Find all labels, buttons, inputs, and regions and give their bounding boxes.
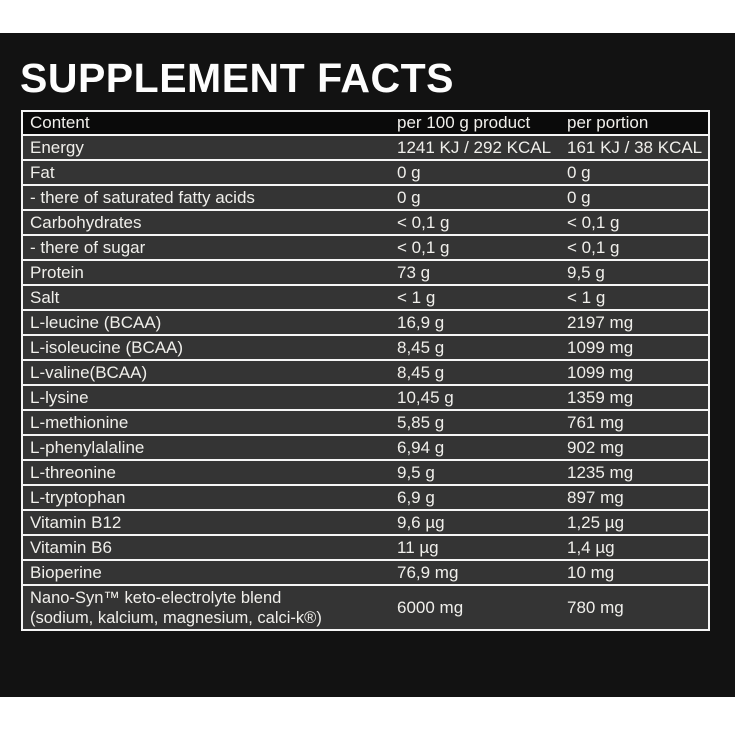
row-per100g-value: 0 g bbox=[397, 187, 421, 207]
row-label: Carbohydrates bbox=[30, 212, 142, 232]
table-row: Energy 1241 KJ / 292 KCAL 161 KJ / 38 KC… bbox=[23, 136, 708, 161]
row-per100g-value: < 0,1 g bbox=[397, 237, 450, 257]
table-row: - there of saturated fatty acids 0 g 0 g bbox=[23, 186, 708, 211]
row-portion-value: < 1 g bbox=[567, 287, 606, 307]
row-per100g-value: 8,45 g bbox=[397, 362, 445, 382]
table-row: Bioperine 76,9 mg 10 mg bbox=[23, 561, 708, 586]
table-row: L-leucine (BCAA) 16,9 g 2197 mg bbox=[23, 311, 708, 336]
row-portion-value: 902 mg bbox=[567, 437, 624, 457]
table-row: L-lysine 10,45 g 1359 mg bbox=[23, 386, 708, 411]
table-body: Energy 1241 KJ / 292 KCAL 161 KJ / 38 KC… bbox=[23, 136, 708, 629]
row-label: Nano-Syn™ keto-electrolyte blend (sodium,… bbox=[30, 588, 322, 627]
row-label: Vitamin B12 bbox=[30, 512, 122, 532]
row-portion-value: 780 mg bbox=[567, 597, 624, 617]
row-per100g-value: 16,9 g bbox=[397, 312, 445, 332]
row-portion-value: < 0,1 g bbox=[567, 237, 620, 257]
row-label: L-isoleucine (BCAA) bbox=[30, 337, 184, 357]
row-per100g-value: 6,9 g bbox=[397, 487, 435, 507]
table-row: L-phenylalaline 6,94 g 902 mg bbox=[23, 436, 708, 461]
row-per100g-value: 6000 mg bbox=[397, 597, 464, 617]
row-portion-value: 1359 mg bbox=[567, 387, 634, 407]
row-label: L-leucine (BCAA) bbox=[30, 312, 162, 332]
table-row: Salt < 1 g < 1 g bbox=[23, 286, 708, 311]
row-per100g-value: 9,6 µg bbox=[397, 512, 445, 532]
row-label: L-lysine bbox=[30, 387, 89, 407]
row-portion-value: 1099 mg bbox=[567, 337, 634, 357]
table-row: Vitamin B6 11 µg 1,4 µg bbox=[23, 536, 708, 561]
row-label: Vitamin B6 bbox=[30, 537, 112, 557]
row-label: L-methionine bbox=[30, 412, 129, 432]
row-portion-value: 0 g bbox=[567, 162, 591, 182]
column-header-per-portion: per portion bbox=[567, 113, 649, 132]
table-row: - there of sugar < 0,1 g < 0,1 g bbox=[23, 236, 708, 261]
table-row: L-methionine 5,85 g 761 mg bbox=[23, 411, 708, 436]
supplement-facts-table: Content per 100 g product per portion En… bbox=[21, 110, 710, 631]
row-portion-value: 761 mg bbox=[567, 412, 624, 432]
row-portion-value: 897 mg bbox=[567, 487, 624, 507]
row-per100g-value: < 1 g bbox=[397, 287, 436, 307]
row-portion-value: 2197 mg bbox=[567, 312, 634, 332]
row-portion-value: 161 KJ / 38 KCAL bbox=[567, 137, 703, 157]
page-title: SUPPLEMENT FACTS bbox=[20, 55, 454, 101]
table-row: Nano-Syn™ keto-electrolyte blend (sodium,… bbox=[23, 586, 708, 629]
row-per100g-value: < 0,1 g bbox=[397, 212, 450, 232]
row-per100g-value: 6,94 g bbox=[397, 437, 445, 457]
row-portion-value: < 0,1 g bbox=[567, 212, 620, 232]
row-portion-value: 1,25 µg bbox=[567, 512, 625, 532]
row-per100g-value: 0 g bbox=[397, 162, 421, 182]
column-header-content: Content bbox=[30, 113, 90, 132]
row-label: Energy bbox=[30, 137, 84, 157]
table-row: L-isoleucine (BCAA) 8,45 g 1099 mg bbox=[23, 336, 708, 361]
row-per100g-value: 5,85 g bbox=[397, 412, 445, 432]
row-label: - there of saturated fatty acids bbox=[30, 187, 255, 207]
table-header-row: Content per 100 g product per portion bbox=[23, 112, 708, 136]
row-label: L-phenylalaline bbox=[30, 437, 145, 457]
row-label: Salt bbox=[30, 287, 60, 307]
table-row: Vitamin B12 9,6 µg 1,25 µg bbox=[23, 511, 708, 536]
row-label: Fat bbox=[30, 162, 55, 182]
row-portion-value: 10 mg bbox=[567, 562, 615, 582]
row-label: L-valine(BCAA) bbox=[30, 362, 148, 382]
row-per100g-value: 73 g bbox=[397, 262, 431, 282]
table-row: Carbohydrates < 0,1 g < 0,1 g bbox=[23, 211, 708, 236]
table-row: L-tryptophan 6,9 g 897 mg bbox=[23, 486, 708, 511]
row-per100g-value: 11 µg bbox=[397, 537, 439, 557]
table-row: L-valine(BCAA) 8,45 g 1099 mg bbox=[23, 361, 708, 386]
table-row: Fat 0 g 0 g bbox=[23, 161, 708, 186]
table-row: L-threonine 9,5 g 1235 mg bbox=[23, 461, 708, 486]
row-portion-value: 1,4 µg bbox=[567, 537, 615, 557]
row-label: - there of sugar bbox=[30, 237, 146, 257]
supplement-label: SUPPLEMENT FACTS Content per 100 g produ… bbox=[0, 33, 735, 697]
row-portion-value: 1235 mg bbox=[567, 462, 634, 482]
row-per100g-value: 8,45 g bbox=[397, 337, 445, 357]
row-per100g-value: 9,5 g bbox=[397, 462, 435, 482]
row-per100g-value: 10,45 g bbox=[397, 387, 454, 407]
row-portion-value: 0 g bbox=[567, 187, 591, 207]
row-label: Protein bbox=[30, 262, 84, 282]
row-per100g-value: 1241 KJ / 292 KCAL bbox=[397, 137, 552, 157]
column-header-per100g: per 100 g product bbox=[397, 113, 531, 132]
row-per100g-value: 76,9 mg bbox=[397, 562, 459, 582]
table-row: Protein 73 g 9,5 g bbox=[23, 261, 708, 286]
row-label: Bioperine bbox=[30, 562, 102, 582]
row-portion-value: 9,5 g bbox=[567, 262, 605, 282]
row-label: L-tryptophan bbox=[30, 487, 126, 507]
row-portion-value: 1099 mg bbox=[567, 362, 634, 382]
row-label: L-threonine bbox=[30, 462, 117, 482]
